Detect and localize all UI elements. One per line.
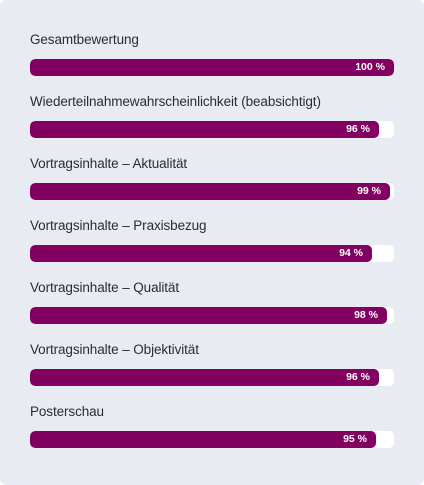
bar-fill: 96 %	[30, 369, 379, 386]
bar-fill: 98 %	[30, 307, 387, 324]
bar-value-label: 96 %	[346, 371, 370, 383]
rating-row: Wiederteilnahmewahrscheinlichkeit (beabs…	[30, 93, 394, 147]
rating-label: Vortragsinhalte – Qualität	[30, 280, 179, 295]
rating-row: Gesamtbewertung 100 %	[30, 31, 394, 85]
rating-row: Posterschau 95 %	[30, 403, 394, 457]
rating-label: Vortragsinhalte – Aktualität	[30, 156, 188, 171]
bar-track: 100 %	[30, 59, 394, 76]
bar-track: 96 %	[30, 121, 394, 138]
bar-value-label: 99 %	[357, 185, 381, 197]
bar-fill: 100 %	[30, 59, 394, 76]
rating-label: Gesamtbewertung	[30, 32, 139, 47]
bar-value-label: 100 %	[355, 61, 385, 73]
bar-fill: 95 %	[30, 431, 376, 448]
bar-value-label: 96 %	[346, 123, 370, 135]
bar-value-label: 94 %	[339, 247, 363, 259]
bar-track: 96 %	[30, 369, 394, 386]
bar-value-label: 95 %	[343, 433, 367, 445]
bar-track: 95 %	[30, 431, 394, 448]
bar-track: 94 %	[30, 245, 394, 262]
rating-row: Vortragsinhalte – Praxisbezug 94 %	[30, 217, 394, 271]
bar-fill: 94 %	[30, 245, 372, 262]
rating-label: Wiederteilnahmewahrscheinlichkeit (beabs…	[30, 94, 321, 109]
bar-track: 98 %	[30, 307, 394, 324]
bar-fill: 96 %	[30, 121, 379, 138]
rating-label: Vortragsinhalte – Objektivität	[30, 342, 199, 357]
rating-row: Vortragsinhalte – Aktualität 99 %	[30, 155, 394, 209]
rating-row: Vortragsinhalte – Qualität 98 %	[30, 279, 394, 333]
rating-label: Posterschau	[30, 404, 104, 419]
bar-track: 99 %	[30, 183, 394, 200]
bar-fill: 99 %	[30, 183, 390, 200]
bar-value-label: 98 %	[354, 309, 378, 321]
rating-row: Vortragsinhalte – Objektivität 96 %	[30, 341, 394, 395]
rating-label: Vortragsinhalte – Praxisbezug	[30, 218, 207, 233]
